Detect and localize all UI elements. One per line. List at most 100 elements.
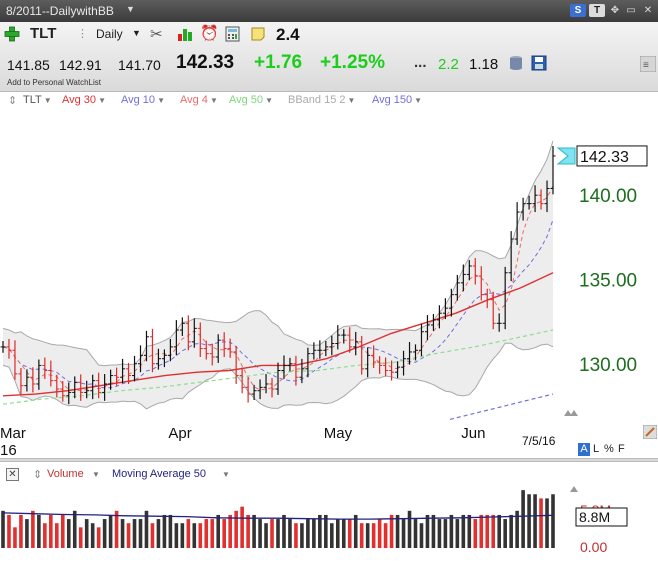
volume-bar [156,519,161,548]
ohlc-bar [460,264,466,292]
ohlc-bar [377,356,383,374]
volume-bar [509,514,513,548]
ohlc-bar [478,266,484,301]
volume-bar [407,510,412,548]
volume-bar [479,514,484,548]
bar-chart-icon[interactable] [177,26,195,42]
save-icon[interactable] [531,55,547,71]
volume-bar [294,523,298,548]
close-panel-icon[interactable]: ✕ [6,468,19,481]
note-icon[interactable] [250,26,266,42]
calculator-icon[interactable] [225,26,241,42]
ohlc-bar [167,338,173,362]
ohlc-bar [18,367,24,395]
window-title-bar: 8/2011--DailywithBB ▼ S T ✥ ▭ ✕ [0,0,658,22]
indicator-avg30[interactable]: Avg 30 ▼ [62,94,106,106]
ohlc-bar [293,355,299,386]
scale-fit-button[interactable]: F [618,443,625,455]
ohlc-bar [287,357,293,372]
volume-bar [527,494,531,548]
ohlc-bar [407,342,413,365]
indicator-avg50[interactable]: Avg 50 ▼ [229,94,273,106]
tools-icon[interactable]: ✂ [150,26,163,43]
indicator-avg4-dropdown-icon[interactable]: ▼ [209,96,218,105]
ohlc-bar [532,185,538,213]
price-change-percent: +1.25% [320,52,385,73]
add-symbol-icon[interactable] [4,26,20,42]
indicator-avg50-dropdown-icon[interactable]: ▼ [265,96,273,105]
ohlc-bar [418,323,424,357]
ohlc-bar [520,197,526,221]
volume-bar [126,523,131,548]
database-icon[interactable] [509,55,523,71]
indicator-bband-dropdown-icon[interactable]: ▼ [347,96,356,105]
ohlc-bar [191,318,197,348]
indicator-tlt-dropdown-icon[interactable]: ▼ [43,96,52,105]
title-dropdown-icon[interactable]: ▼ [126,4,135,14]
ohlc-bar [281,355,287,379]
indicator-avg150[interactable]: Avg 150 ▼ [372,94,422,106]
ohlc-bar [245,377,251,403]
volume-bar [551,494,555,548]
volume-chart[interactable]: 5.8M8.8M0.00 [0,484,658,563]
indicator-avg150-label: Avg 150 [372,94,413,106]
volume-bar [371,523,376,548]
ohlc-bar [251,384,257,400]
volume-bar [461,514,466,548]
scale-log-button[interactable]: L [593,443,600,455]
volume-bar [246,514,250,548]
volume-bar [144,510,149,548]
indicator-avg50-label: Avg 50 [229,94,264,106]
more-ellipsis[interactable]: ... [414,54,427,71]
indicator-avg10-dropdown-icon[interactable]: ▼ [157,96,165,105]
volume-bar [120,519,125,548]
scale-percent-button[interactable]: % [604,443,614,455]
ohlc-bar [323,341,329,357]
volume-bar [539,498,543,548]
move-icon[interactable]: ✥ [610,5,620,16]
volume-bar [419,523,424,548]
volume-bar [395,514,400,548]
volume-bar [282,514,286,548]
watchlist-link[interactable]: Add to Personal WatchList [7,78,101,87]
volume-bar [168,514,173,548]
indicator-avg4[interactable]: Avg 4 ▼ [180,94,218,106]
indicator-tlt[interactable]: TLT ▼ [23,94,52,106]
indicator-avg10[interactable]: Avg 10 ▼ [121,94,165,106]
volume-bar [521,490,525,548]
volume-ma-dropdown-icon[interactable]: ▼ [222,470,230,479]
ohlc-bar [24,369,30,392]
indicator-avg150-dropdown-icon[interactable]: ▼ [414,96,423,105]
alarm-clock-icon[interactable]: ⏰ [200,25,219,42]
period-dropdown-icon[interactable]: ▼ [132,28,141,38]
minimize-icon[interactable]: ▭ [626,5,636,16]
t-type-icon[interactable]: T [589,4,605,17]
ohlc-bar [299,358,305,384]
volume-bar [443,519,448,548]
ohlc-bar [424,315,430,341]
avg10-line [2,219,554,389]
volume-bar [389,514,394,548]
compare-icon[interactable]: ≡ [639,55,657,73]
panel-divider[interactable] [0,458,658,462]
volume-bar [455,519,460,548]
volume-ma-label[interactable]: Moving Average 50 [112,468,206,480]
ohlc-bar [401,350,407,376]
indicator-avg30-dropdown-icon[interactable]: ▼ [98,96,106,105]
symbol-label[interactable]: TLT [30,25,57,42]
volume-bar [425,514,430,548]
volume-dropdown-icon[interactable]: ▼ [92,470,100,479]
period-select[interactable]: Daily [96,27,123,41]
ohlc-bar [514,202,520,245]
indicator-bband[interactable]: BBand 15 2 ▼ [288,94,355,106]
volume-bar [66,519,71,548]
scale-a-button[interactable]: A [578,443,590,456]
s-sync-icon[interactable]: S [570,4,586,17]
close-icon[interactable]: ✕ [643,5,653,16]
ohlc-bar [311,342,317,360]
volume-current-box [575,507,628,527]
volume-label[interactable]: Volume [47,468,84,480]
draw-tool-icon[interactable] [642,424,658,440]
ohlc-bar [472,258,478,285]
